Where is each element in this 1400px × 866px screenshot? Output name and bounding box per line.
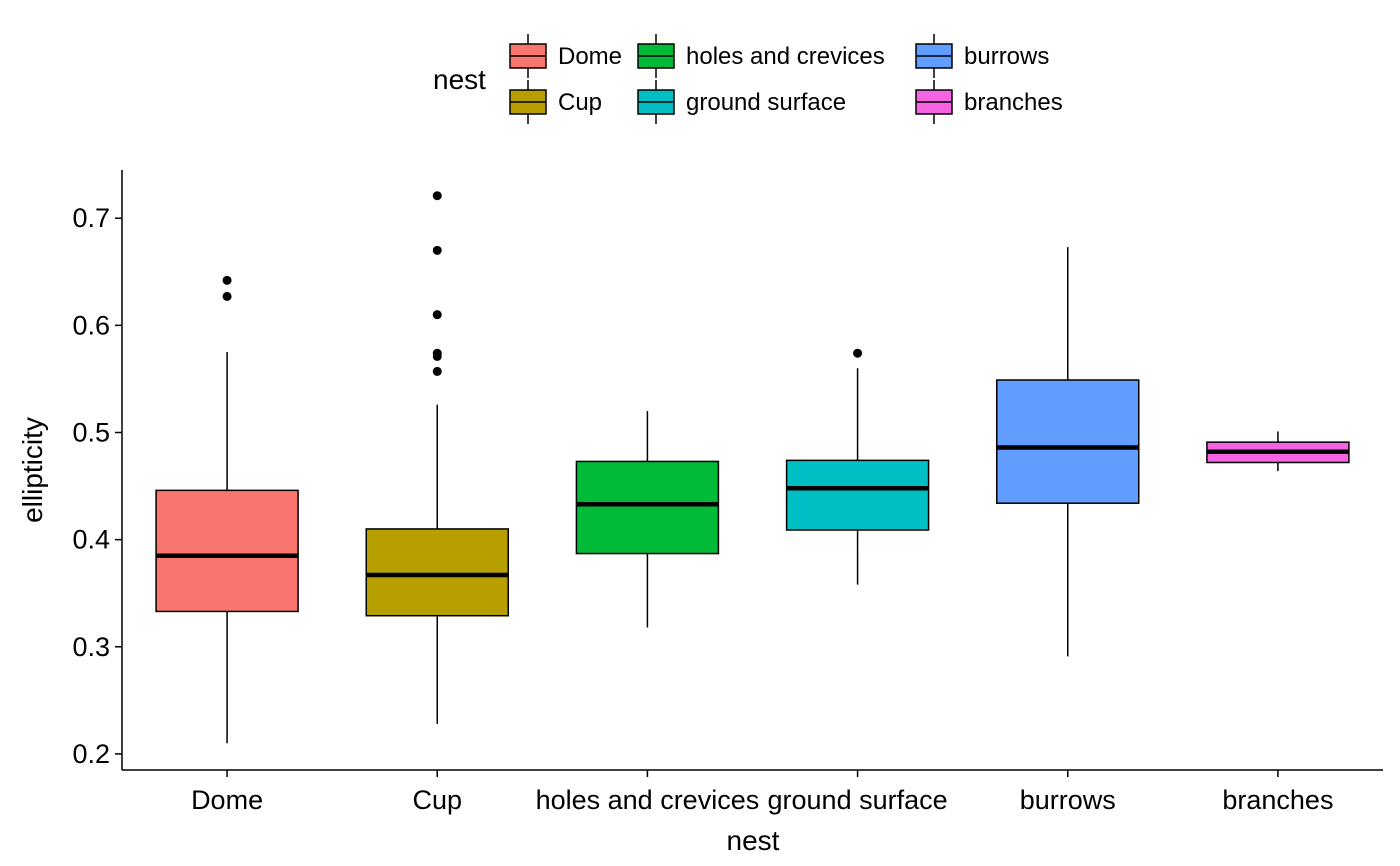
box <box>785 459 930 531</box>
outlier-point <box>222 291 232 301</box>
y-tick-label: 0.2 <box>72 739 110 769</box>
box-group <box>1206 431 1350 472</box>
outlier-point <box>432 245 442 255</box>
legend-item: branches <box>915 80 1063 124</box>
legend: nest Dome Cup holes and crevices ground sur… <box>433 34 1063 124</box>
x-tick-label: burrows <box>1020 785 1116 815</box>
legend-label: branches <box>964 89 1063 116</box>
box-group <box>996 247 1140 657</box>
box <box>365 528 509 617</box>
outlier-point <box>432 366 442 376</box>
y-tick-label: 0.4 <box>72 525 110 555</box>
x-tick-label: Dome <box>191 785 263 815</box>
outlier-point <box>853 348 863 358</box>
box-group <box>155 275 299 744</box>
x-tick-label: Cup <box>412 785 462 815</box>
plot-area <box>155 191 1350 744</box>
y-tick-label: 0.5 <box>72 418 110 448</box>
legend-item: holes and crevices <box>637 34 885 78</box>
outlier-point <box>222 275 232 285</box>
box <box>575 460 720 555</box>
x-axis-title: nest <box>727 825 780 856</box>
legend-label: Cup <box>558 89 602 116</box>
outlier-point <box>432 191 442 201</box>
legend-label: burrows <box>964 43 1049 70</box>
box <box>155 489 299 613</box>
axes: nest ellipticity 0.2 0.3 0.4 0.5 0.6 0.7 Dome C… <box>17 170 1383 856</box>
legend-item: burrows <box>915 34 1049 78</box>
legend-title: nest <box>433 64 486 95</box>
box-group <box>365 191 509 724</box>
outlier-point <box>432 348 442 358</box>
x-tick-label: branches <box>1222 785 1333 815</box>
legend-item: Dome <box>509 34 622 78</box>
legend-label: ground surface <box>686 89 846 116</box>
x-tick-label: ground surface <box>768 785 948 815</box>
y-axis-title: ellipticity <box>17 417 48 523</box>
y-tick-label: 0.7 <box>72 203 110 233</box>
box <box>996 379 1140 504</box>
y-tick-label: 0.3 <box>72 632 110 662</box>
box-group <box>575 411 720 628</box>
y-tick-label: 0.6 <box>72 310 110 340</box>
outlier-point <box>432 310 442 320</box>
legend-label: Dome <box>558 43 622 70</box>
box-group <box>785 348 930 585</box>
legend-label: holes and crevices <box>686 43 885 70</box>
legend-item: ground surface <box>637 80 846 124</box>
legend-item: Cup <box>509 80 602 124</box>
x-tick-label: holes and crevices <box>536 785 760 815</box>
